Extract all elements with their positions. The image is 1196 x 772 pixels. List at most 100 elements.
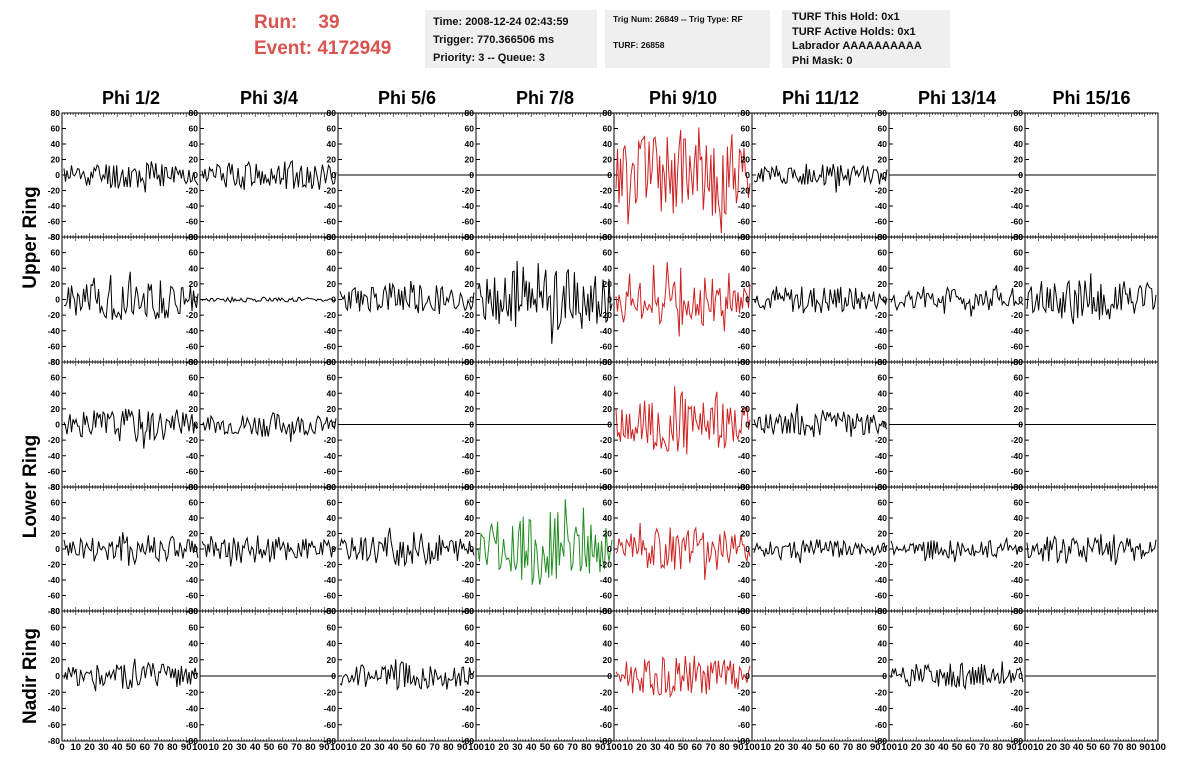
- waveform-trace-r2-c3: [339, 280, 475, 315]
- ytick-label-r4-c4: -40: [462, 575, 475, 585]
- ytick-label-r5-c6: -20: [738, 687, 751, 697]
- ytick-label-r4-c5: -20: [600, 560, 613, 570]
- xtick-label-c1: 40: [112, 742, 123, 753]
- xtick-label-c4: 100: [606, 742, 622, 753]
- ytick-label-r4-c5: 0: [607, 544, 612, 554]
- ytick-label-r1-c5: 40: [603, 139, 613, 149]
- trig-num-text: Trig Num: 26849 -- Trig Type: RF: [613, 14, 743, 24]
- xtick-label-c7: 20: [911, 742, 922, 753]
- xtick-label-c8: 50: [1086, 742, 1097, 753]
- turf-this-hold-text: TURF This Hold: 0x1: [792, 11, 900, 23]
- ytick-label-r4-c4: 40: [465, 513, 475, 523]
- ytick-label-r1-c5: 20: [603, 155, 613, 165]
- ytick-label-r3-c3: 40: [327, 388, 337, 398]
- ytick-label-r5-c5: 0: [607, 671, 612, 681]
- ytick-label-r5-c8: -20: [1011, 687, 1024, 697]
- ytick-label-r2-c6: -60: [738, 341, 751, 351]
- ytick-label-r1-c5: -20: [600, 186, 613, 196]
- ytick-label-r2-c8: 80: [1014, 232, 1024, 242]
- xtick-label-c5: 90: [733, 742, 744, 753]
- ytick-label-r1-c3: -60: [324, 217, 337, 227]
- ytick-label-r3-c2: -60: [186, 466, 199, 476]
- panel-frame-r4-c5: [613, 486, 753, 612]
- ytick-label-r4-c6: 80: [741, 482, 751, 492]
- xtick-label-c7: 10: [897, 742, 908, 753]
- ytick-label-r2-c7: 20: [878, 279, 888, 289]
- ytick-label-r5-c5: 40: [603, 639, 613, 649]
- labrador-text: Labrador AAAAAAAAAA: [792, 40, 922, 52]
- xtick-label-c4: 60: [554, 742, 565, 753]
- ytick-label-r4-c6: -20: [738, 560, 751, 570]
- ytick-label-r5-c4: -60: [462, 720, 475, 730]
- xtick-label-c7: 60: [965, 742, 976, 753]
- ytick-label-r2-c1: 80: [51, 232, 61, 242]
- ytick-label-r3-c5: 20: [603, 404, 613, 414]
- ytick-label-r4-c1: -60: [48, 591, 61, 601]
- row-group-label-2: Lower Ring: [20, 435, 41, 538]
- ytick-label-r2-c3: 80: [327, 232, 337, 242]
- ytick-label-r2-c8: 0: [1018, 295, 1023, 305]
- ytick-label-r4-c7: 80: [878, 482, 888, 492]
- ytick-label-r3-c2: 40: [189, 388, 199, 398]
- waveform-trace-r1-c1: [63, 161, 199, 193]
- event-label: Event:: [254, 38, 313, 59]
- ytick-label-r1-c8: 60: [1014, 124, 1024, 134]
- ytick-label-r4-c8: 40: [1014, 513, 1024, 523]
- ytick-label-r3-c8: 40: [1014, 388, 1024, 398]
- ytick-label-r2-c8: -60: [1011, 341, 1024, 351]
- ytick-label-r3-c2: -40: [186, 451, 199, 461]
- ytick-label-r1-c6: 20: [741, 155, 751, 165]
- ytick-label-r4-c7: 0: [882, 544, 887, 554]
- ytick-label-r2-c1: 40: [51, 263, 61, 273]
- panel-frame-r3-c2: [199, 361, 339, 488]
- waveform-trace-r3-c1: [63, 408, 199, 449]
- ytick-label-r1-c2: 60: [189, 124, 199, 134]
- ytick-label-r4-c1: 60: [51, 498, 61, 508]
- ytick-label-r5-c1: -60: [48, 720, 61, 730]
- ytick-label-r2-c7: -60: [875, 341, 888, 351]
- ytick-label-r1-c3: 0: [331, 170, 336, 180]
- ytick-label-r3-c6: -60: [738, 466, 751, 476]
- xtick-label-c6: 70: [843, 742, 854, 753]
- ytick-label-r5-c4: -40: [462, 704, 475, 714]
- xtick-label-c4: 80: [581, 742, 592, 753]
- ytick-label-r2-c4: -20: [462, 310, 475, 320]
- ytick-label-r1-c5: -60: [600, 217, 613, 227]
- ytick-label-r2-c4: 80: [465, 232, 475, 242]
- xtick-label-c2: 40: [250, 742, 261, 753]
- ytick-label-r4-c2: 60: [189, 498, 199, 508]
- xtick-label-c1: 90: [181, 742, 192, 753]
- ytick-label-r1-c1: -60: [48, 217, 61, 227]
- ytick-label-r1-c1: 40: [51, 139, 61, 149]
- ytick-label-r3-c8: 80: [1014, 357, 1024, 367]
- ytick-label-r2-c1: -20: [48, 310, 61, 320]
- ytick-label-r4-c1: -40: [48, 575, 61, 585]
- ytick-label-r4-c2: 40: [189, 513, 199, 523]
- xtick-label-c2: 50: [264, 742, 275, 753]
- ytick-label-r2-c5: 20: [603, 279, 613, 289]
- waveform-trace-r5-c3: [339, 659, 475, 691]
- xtick-label-c6: 80: [856, 742, 867, 753]
- xtick-label-c2: 30: [236, 742, 247, 753]
- xtick-label-c6: 20: [774, 742, 785, 753]
- waveform-trace-r2-c2: [201, 295, 337, 304]
- ytick-label-r1-c1: 20: [51, 155, 61, 165]
- turf-active-holds-text: TURF Active Holds: 0x1: [792, 25, 916, 38]
- ytick-label-r1-c3: -40: [324, 201, 337, 211]
- ytick-label-r2-c6: -40: [738, 326, 751, 336]
- ytick-label-r1-c5: 80: [603, 108, 613, 118]
- xtick-label-c3: 60: [416, 742, 427, 753]
- xtick-label-c8: 20: [1046, 742, 1057, 753]
- ytick-label-r1-c4: -20: [462, 186, 475, 196]
- column-label-8: Phi 15/16: [1052, 88, 1130, 108]
- ytick-label-r5-c2: -60: [186, 720, 199, 730]
- ytick-label-r2-c2: 80: [189, 232, 199, 242]
- xtick-label-c8: 30: [1060, 742, 1071, 753]
- run-value: 39: [318, 12, 340, 33]
- waveform-trace-r2-c5: [615, 261, 751, 337]
- ytick-label-r3-c8: -40: [1011, 451, 1024, 461]
- ytick-label-r5-c5: 80: [603, 606, 613, 616]
- ytick-label-r5-c6: 0: [745, 671, 750, 681]
- ytick-label-r3-c1: 20: [51, 404, 61, 414]
